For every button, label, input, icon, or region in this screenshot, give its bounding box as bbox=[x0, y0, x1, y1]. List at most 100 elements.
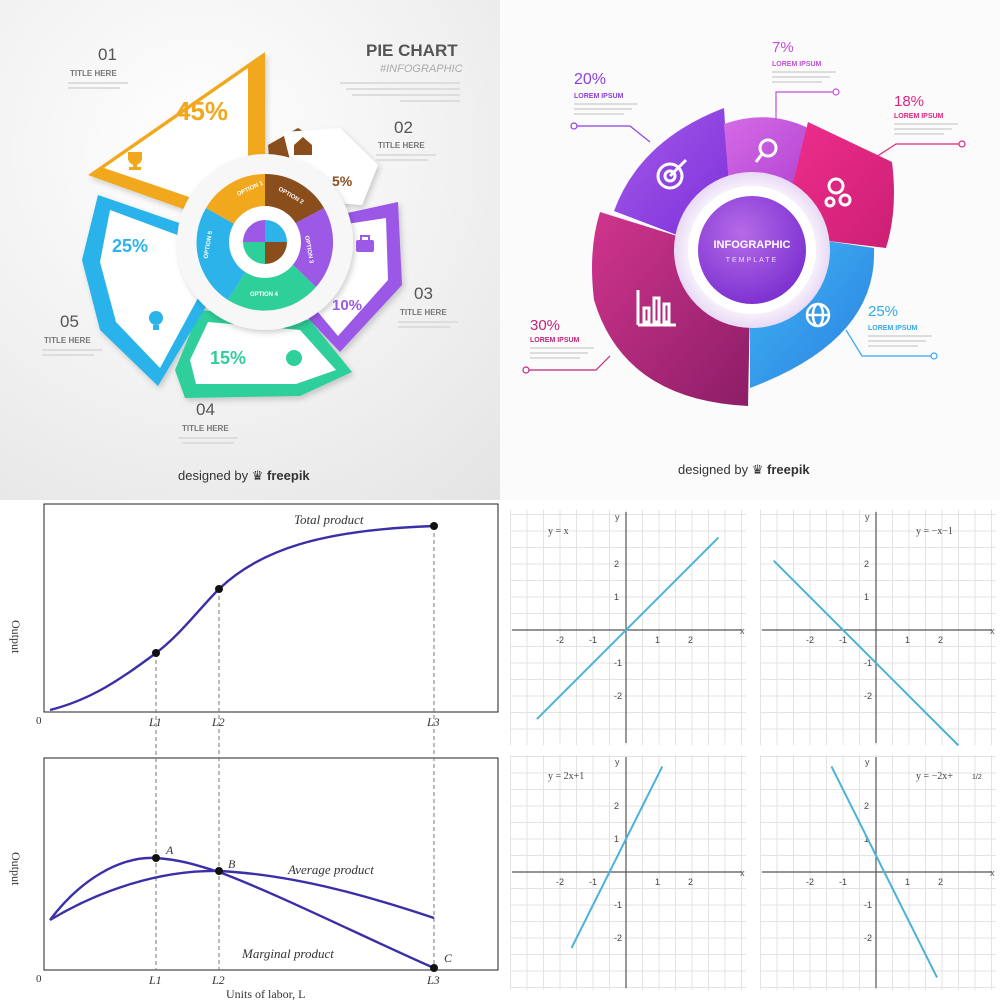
item-02-number: 02 bbox=[394, 118, 413, 137]
x-tick-label: -2 bbox=[556, 877, 564, 887]
option-4-label: OPTION 4 bbox=[250, 292, 279, 298]
callout-30-percent: 30% bbox=[530, 317, 560, 334]
callout-25-percent: 25% bbox=[868, 303, 898, 320]
x-tick-label: -1 bbox=[589, 877, 597, 887]
callout-20-label: LOREM IPSUM bbox=[574, 93, 624, 100]
y-axis-letter: y bbox=[615, 757, 620, 767]
item-05-text-line bbox=[42, 349, 102, 351]
function-line bbox=[830, 765, 938, 979]
globe-icon bbox=[805, 302, 831, 328]
x-axis-label: Units of labor, L bbox=[226, 987, 306, 1000]
equation-label: y = −x−1 bbox=[916, 526, 953, 537]
callout-7-label: LOREM IPSUM bbox=[772, 61, 822, 68]
y-tick-label: 2 bbox=[614, 559, 619, 569]
y-axis-letter: y bbox=[865, 757, 870, 767]
y-tick-label: 1 bbox=[864, 834, 869, 844]
top-y-axis-label: Output bbox=[9, 620, 23, 654]
y-axis-letter: y bbox=[615, 512, 620, 522]
average-product-label: Average product bbox=[287, 862, 374, 877]
x-tick-label: 1 bbox=[655, 635, 660, 645]
equation-fraction: 1/2 bbox=[972, 774, 982, 781]
y-tick-label: -1 bbox=[864, 658, 872, 668]
item-03-number: 03 bbox=[414, 284, 433, 303]
credit-brand: freepik bbox=[767, 462, 810, 477]
pct-10: 10% bbox=[332, 297, 362, 314]
gears-icon bbox=[824, 177, 852, 208]
point-c-dot bbox=[430, 964, 438, 972]
x-tick-label: 1 bbox=[655, 877, 660, 887]
item-04-text-line bbox=[178, 437, 238, 439]
freepik-logo-icon: ♛ bbox=[751, 462, 764, 477]
center-subtitle: TEMPLATE bbox=[726, 257, 778, 264]
pie-chart-title: PIE CHART bbox=[366, 41, 458, 60]
house-icon bbox=[294, 137, 312, 155]
point-c-label: C bbox=[444, 951, 453, 965]
pie-chart-subtitle: #INFOGRAPHIC bbox=[380, 63, 463, 75]
center-title: INFOGRAPHIC bbox=[714, 239, 791, 251]
title-text-line bbox=[346, 88, 460, 90]
credit-brand: freepik bbox=[267, 468, 310, 483]
item-01-text-line bbox=[68, 87, 120, 89]
marginal-product-label: Marginal product bbox=[241, 946, 334, 961]
callout-20-percent: 20% bbox=[574, 71, 606, 88]
x-tick-label: -1 bbox=[839, 635, 847, 645]
bottom-origin-label: 0 bbox=[36, 973, 42, 985]
credit-prefix: designed by bbox=[178, 468, 249, 483]
segment-25-face bbox=[100, 210, 198, 368]
x-tick-label: 1 bbox=[905, 877, 910, 887]
ring-infographic-svg: INFOGRAPHIC TEMPLATE 20% LOREM IPSUM 7% bbox=[522, 39, 966, 406]
equation-label: y = −2x+ bbox=[916, 771, 953, 782]
total-product-curve bbox=[49, 524, 435, 712]
x-tick-label: -2 bbox=[556, 635, 564, 645]
item-02-text-line bbox=[376, 154, 436, 156]
freepik-credit: designed by ♛ freepik bbox=[178, 468, 310, 484]
bottom-tick-l3: L3 bbox=[426, 973, 440, 987]
product-curves-svg: Total product Average product Marginal p… bbox=[9, 503, 499, 1000]
option-5-label: OPTION 5 bbox=[203, 230, 214, 259]
linear-graphs-svg: x y -2 -1 1 2 2 1 -1 -2 y = x x y -2 -1 1 2 2 1 -1 -2 y = −x−… bbox=[510, 510, 996, 990]
callout-25-label: LOREM IPSUM bbox=[868, 325, 918, 332]
item-05-number: 05 bbox=[60, 312, 79, 331]
item-02-title: TITLE HERE bbox=[378, 141, 425, 150]
segment-15-face bbox=[190, 322, 336, 384]
callout-20: 20% LOREM IPSUM bbox=[570, 71, 651, 143]
average-product-curve bbox=[49, 869, 435, 922]
item-05-text-line bbox=[42, 354, 94, 356]
x-tick-label: 2 bbox=[688, 877, 693, 887]
bottom-tick-l1: L1 bbox=[148, 973, 162, 987]
title-text-line bbox=[352, 94, 460, 96]
item-04-title: TITLE HERE bbox=[182, 424, 229, 433]
title-text-line bbox=[400, 100, 460, 102]
search-icon bbox=[754, 138, 778, 163]
callout-30: 30% LOREM IPSUM bbox=[522, 317, 611, 374]
item-01-text-line bbox=[68, 82, 128, 84]
bulb-icon bbox=[149, 311, 163, 330]
top-chart-frame bbox=[43, 503, 499, 713]
item-04-text-line bbox=[182, 442, 234, 444]
top-tick-l2: L2 bbox=[211, 715, 225, 729]
point-b-label: B bbox=[228, 857, 236, 871]
top-tick-l1: L1 bbox=[148, 715, 162, 729]
y-tick-label: -1 bbox=[614, 900, 622, 910]
callout-25: 25% LOREM IPSUM bbox=[845, 303, 938, 360]
y-tick-label: -2 bbox=[864, 933, 872, 943]
marginal-product-curve bbox=[49, 856, 435, 970]
pie-chart-infographic: OPTION 1 OPTION 2 OPTION 3 OPTION 4 OPTI… bbox=[0, 0, 500, 500]
x-tick-label: 2 bbox=[938, 877, 943, 887]
callout-7-percent: 7% bbox=[772, 39, 794, 56]
bottom-y-axis-label: Output bbox=[9, 852, 23, 886]
callout-18-percent: 18% bbox=[894, 93, 924, 110]
target-icon bbox=[656, 158, 688, 190]
option-3-label: OPTION 3 bbox=[303, 235, 314, 264]
y-tick-label: -2 bbox=[614, 691, 622, 701]
title-text-line bbox=[340, 82, 460, 84]
x-tick-label: -2 bbox=[806, 635, 814, 645]
option-3-band bbox=[290, 208, 334, 287]
y-tick-label: 2 bbox=[864, 801, 869, 811]
point-a-dot bbox=[152, 854, 160, 862]
freepik-credit: designed by ♛ freepik bbox=[678, 462, 810, 478]
item-01-number: 01 bbox=[98, 45, 117, 64]
item-05-title: TITLE HERE bbox=[44, 336, 91, 345]
x-axis-letter: x bbox=[990, 626, 995, 636]
ring-core bbox=[698, 196, 806, 304]
